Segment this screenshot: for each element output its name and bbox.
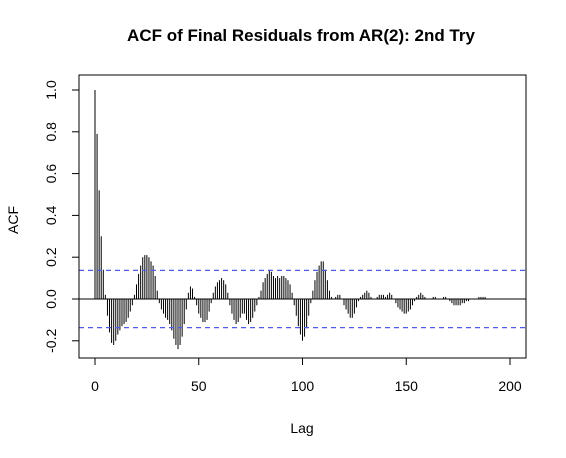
y-tick-label: 0.4 <box>43 205 59 225</box>
y-tick-label: 0.0 <box>43 289 59 309</box>
chart-title: ACF of Final Residuals from AR(2): 2nd T… <box>127 26 475 45</box>
x-tick-label: 150 <box>395 378 419 394</box>
y-tick-label: 0.6 <box>43 164 59 184</box>
x-tick-label: 100 <box>291 378 315 394</box>
y-tick-label: 1.0 <box>43 80 59 100</box>
x-axis-label: Lag <box>290 420 313 436</box>
x-tick-label: 50 <box>191 378 207 394</box>
x-tick-label: 200 <box>498 378 522 394</box>
y-tick-label: 0.8 <box>43 122 59 142</box>
y-axis-label: ACF <box>5 206 21 234</box>
y-tick-label: -0.2 <box>43 329 59 353</box>
y-tick-label: 0.2 <box>43 247 59 267</box>
x-tick-label: 0 <box>91 378 99 394</box>
